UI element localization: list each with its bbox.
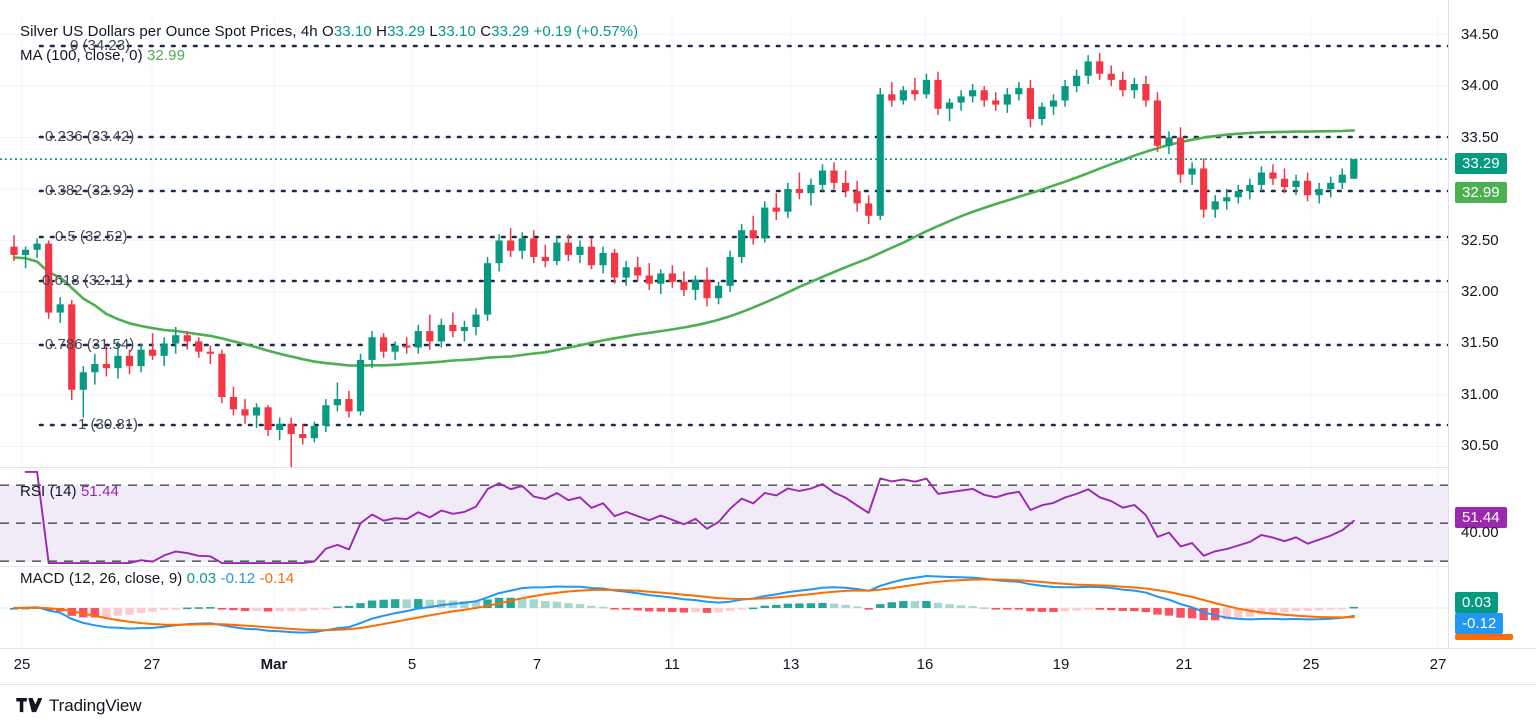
- time-axis-tick: 21: [1175, 656, 1193, 673]
- price-axis-tick: 33.50: [1461, 128, 1499, 146]
- rsi-lower-tick: 40.00: [1461, 524, 1499, 541]
- rsi-value-badge: 51.44: [1455, 507, 1507, 528]
- footer-bar: TradingView: [0, 684, 1536, 727]
- time-axis-tick: 19: [1052, 656, 1070, 673]
- tradingview-mark-icon: [16, 697, 42, 712]
- time-axis-tick: 11: [664, 656, 680, 673]
- price-pane[interactable]: [0, 14, 1536, 467]
- price-axis[interactable]: 34.50 34.00 33.50 32.50 32.00 31.50 31.00 30.50…: [1448, 0, 1536, 684]
- time-axis-tick: 25: [1302, 656, 1320, 673]
- chart-stack[interactable]: [0, 0, 1536, 684]
- price-axis-tick: 31.00: [1461, 385, 1499, 403]
- time-axis-tick: 16: [916, 656, 934, 673]
- time-axis[interactable]: 25 27 Mar 5 7 11 13 16 19 21 25 27: [0, 648, 1536, 685]
- tradingview-logo[interactable]: TradingView: [16, 696, 142, 716]
- time-axis-tick: 7: [532, 656, 542, 673]
- macd-histogram-badge: [1455, 634, 1513, 640]
- price-axis-tick: 32.00: [1461, 282, 1499, 300]
- time-axis-tick: Mar: [260, 656, 288, 673]
- time-axis-tick: 5: [407, 656, 417, 673]
- rsi-chart-svg[interactable]: [0, 470, 1536, 565]
- last-price-badge: 33.29: [1455, 153, 1507, 174]
- time-axis-tick: 27: [143, 656, 161, 673]
- tradingview-wordmark: TradingView: [49, 696, 142, 715]
- macd-signal-badge: -0.12: [1455, 613, 1504, 634]
- time-axis-tick: 13: [782, 656, 800, 673]
- rsi-pane[interactable]: [0, 470, 1536, 565]
- price-axis-tick: 31.50: [1461, 334, 1499, 352]
- price-chart-svg[interactable]: [0, 14, 1536, 467]
- macd-chart-svg[interactable]: [0, 568, 1536, 648]
- price-axis-tick: 34.50: [1461, 25, 1499, 43]
- time-axis-tick: 25: [13, 656, 31, 673]
- price-axis-tick: 30.50: [1461, 437, 1499, 455]
- macd-value-badge: 0.03: [1455, 592, 1499, 613]
- pane-divider-rsi: [0, 467, 1536, 468]
- ma-price-badge: 32.99: [1455, 182, 1507, 203]
- pane-divider-macd: [0, 566, 1536, 567]
- time-axis-tick: 27: [1429, 656, 1447, 673]
- price-axis-tick: 32.50: [1461, 231, 1499, 249]
- price-axis-tick: 34.00: [1461, 77, 1499, 95]
- macd-pane[interactable]: [0, 568, 1536, 648]
